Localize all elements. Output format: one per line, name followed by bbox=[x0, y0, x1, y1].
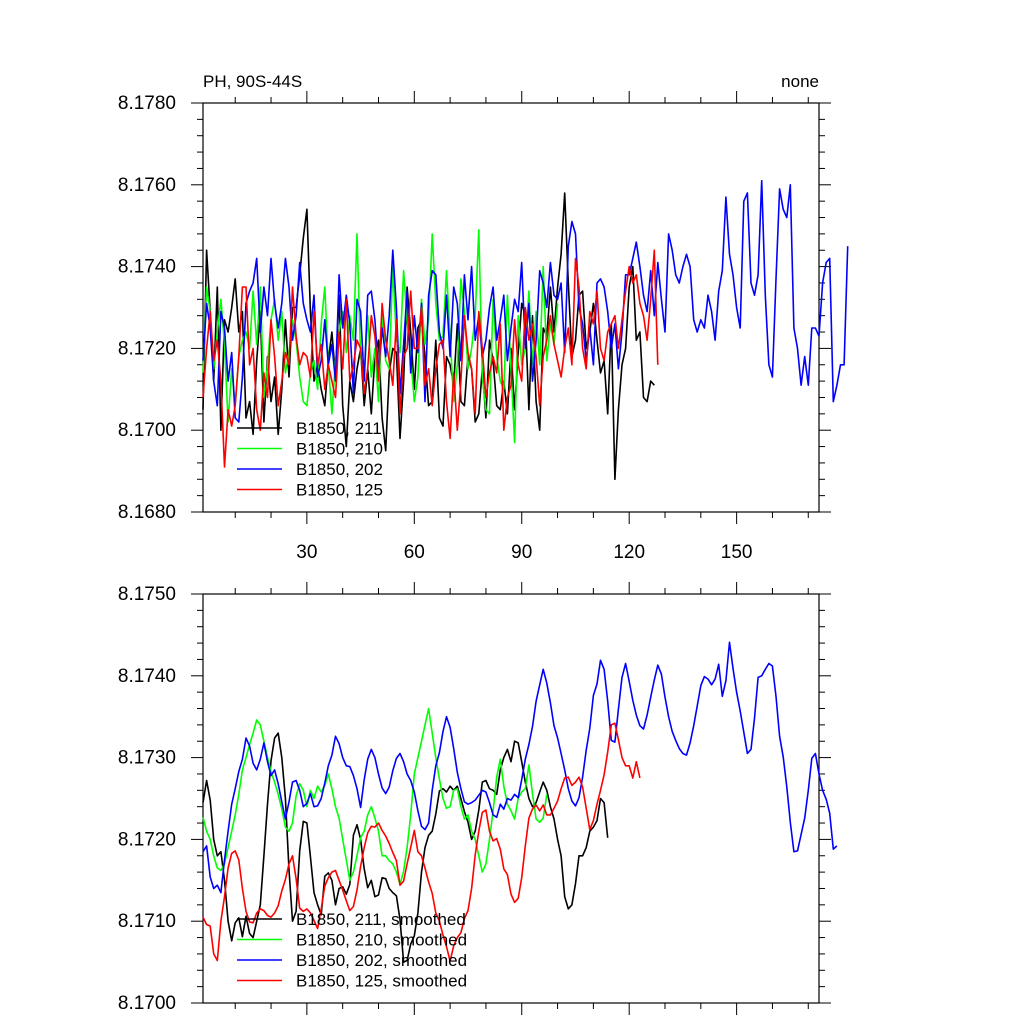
legend-label: B1850, 211 bbox=[296, 419, 382, 438]
legend-label: B1850, 210 bbox=[296, 440, 383, 459]
x-tick-label: 60 bbox=[404, 542, 425, 563]
y-tick-label: 8.1740 bbox=[118, 257, 176, 278]
x-tick-label: 150 bbox=[721, 542, 753, 563]
y-tick-label: 8.1710 bbox=[118, 911, 176, 932]
series-line-4 bbox=[202, 722, 641, 963]
bottom-panel: 8.1700 8.1710 8.1720 8.1730 8.1740 8.1750 B185… bbox=[118, 582, 838, 1015]
y-tick-label: 8.1700 bbox=[118, 993, 176, 1014]
plot-frame bbox=[202, 102, 820, 513]
series-line-3 bbox=[202, 641, 838, 894]
y-tick-label: 8.1680 bbox=[118, 502, 176, 523]
y-tick-label: 8.1720 bbox=[118, 829, 176, 850]
series-line-3 bbox=[202, 179, 849, 423]
chart-title: PH, 90S-44S bbox=[203, 72, 302, 91]
legend-label: B1850, 125, smoothed bbox=[296, 972, 467, 991]
y-tick-label: 8.1700 bbox=[118, 420, 176, 441]
y-tick-label: 8.1720 bbox=[118, 338, 176, 359]
top-panel: 8.1680 8.1700 8.1720 8.1740 8.1760 8.1780 30 60… bbox=[118, 91, 849, 563]
y-tick-label: 8.1760 bbox=[118, 175, 176, 196]
y-tick-label: 8.1730 bbox=[118, 748, 176, 769]
legend-label: B1850, 202, smoothed bbox=[296, 951, 467, 970]
chart-subtitle-right: none bbox=[781, 72, 819, 91]
legend-label: B1850, 125 bbox=[296, 481, 383, 500]
y-tick-label: 8.1780 bbox=[118, 93, 176, 114]
y-tick-label: 8.1750 bbox=[118, 584, 176, 605]
legend-label: B1850, 202 bbox=[296, 460, 383, 479]
x-tick-label: 120 bbox=[613, 542, 645, 563]
x-tick-label: 30 bbox=[296, 542, 317, 563]
legend-label: B1850, 210, smoothed bbox=[296, 931, 467, 950]
y-tick-label: 8.1740 bbox=[118, 666, 176, 687]
series-line-2 bbox=[202, 707, 548, 886]
series-line-4 bbox=[202, 249, 659, 468]
legend-label: B1850, 211, smoothed bbox=[296, 910, 466, 929]
x-tick-label: 90 bbox=[511, 542, 532, 563]
